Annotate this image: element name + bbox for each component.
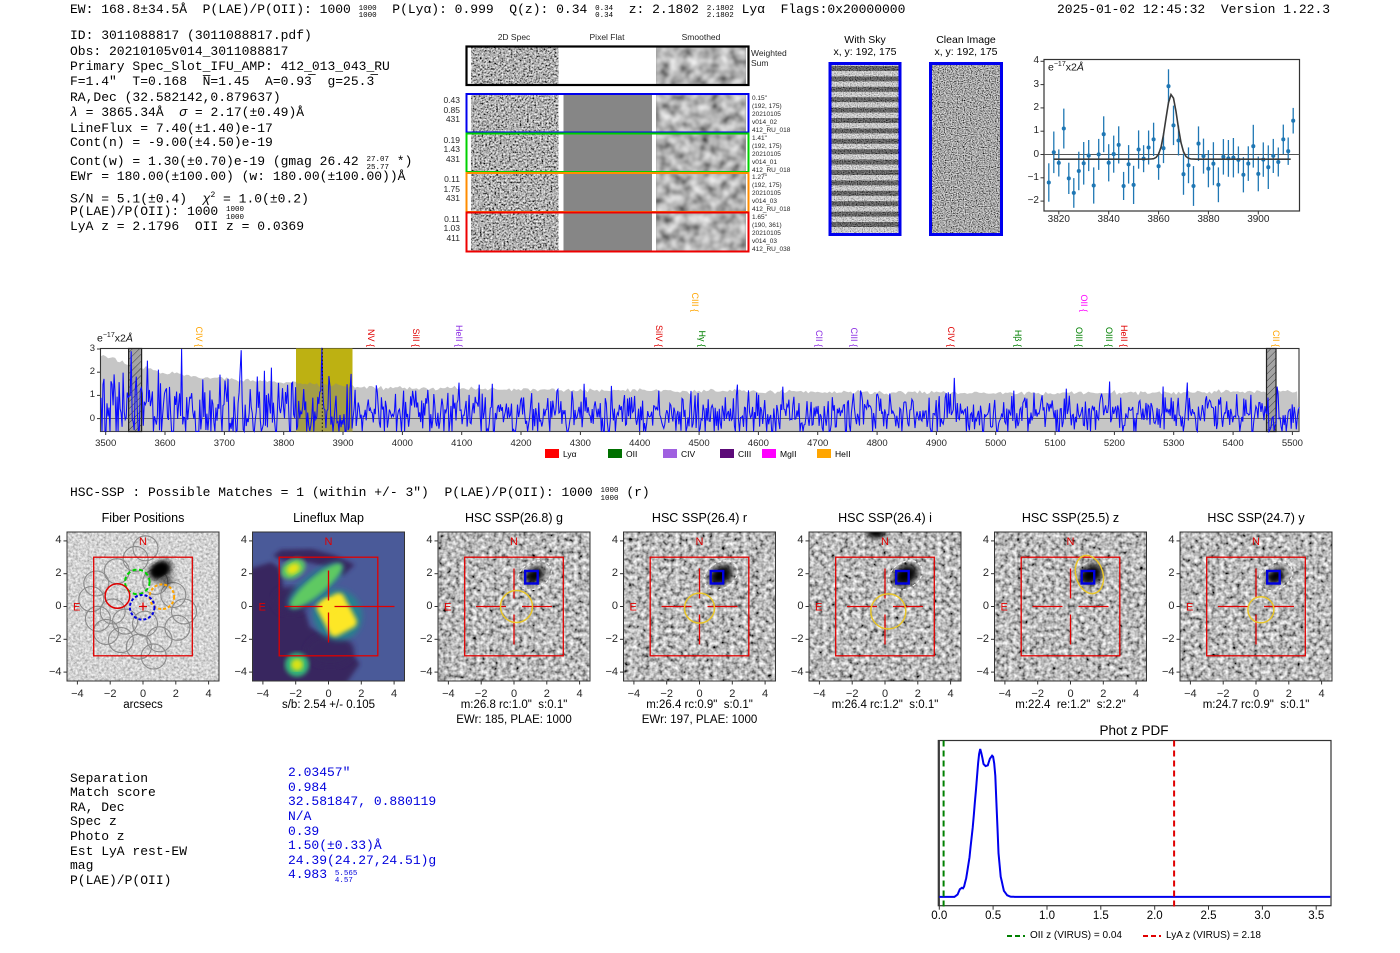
svg-text:N: N	[1067, 536, 1075, 548]
svg-text:E: E	[259, 602, 266, 614]
svg-text:N: N	[696, 536, 704, 548]
svg-text:E: E	[1186, 602, 1193, 614]
svg-text:N: N	[139, 536, 147, 548]
svg-text:E: E	[444, 602, 451, 614]
svg-text:N: N	[881, 536, 889, 548]
svg-text:N: N	[510, 536, 518, 548]
svg-text:N: N	[1252, 536, 1260, 548]
svg-text:E: E	[815, 602, 822, 614]
svg-text:E: E	[1001, 602, 1008, 614]
svg-text:E: E	[630, 602, 637, 614]
svg-text:N: N	[325, 536, 333, 548]
svg-text:E: E	[73, 602, 80, 614]
